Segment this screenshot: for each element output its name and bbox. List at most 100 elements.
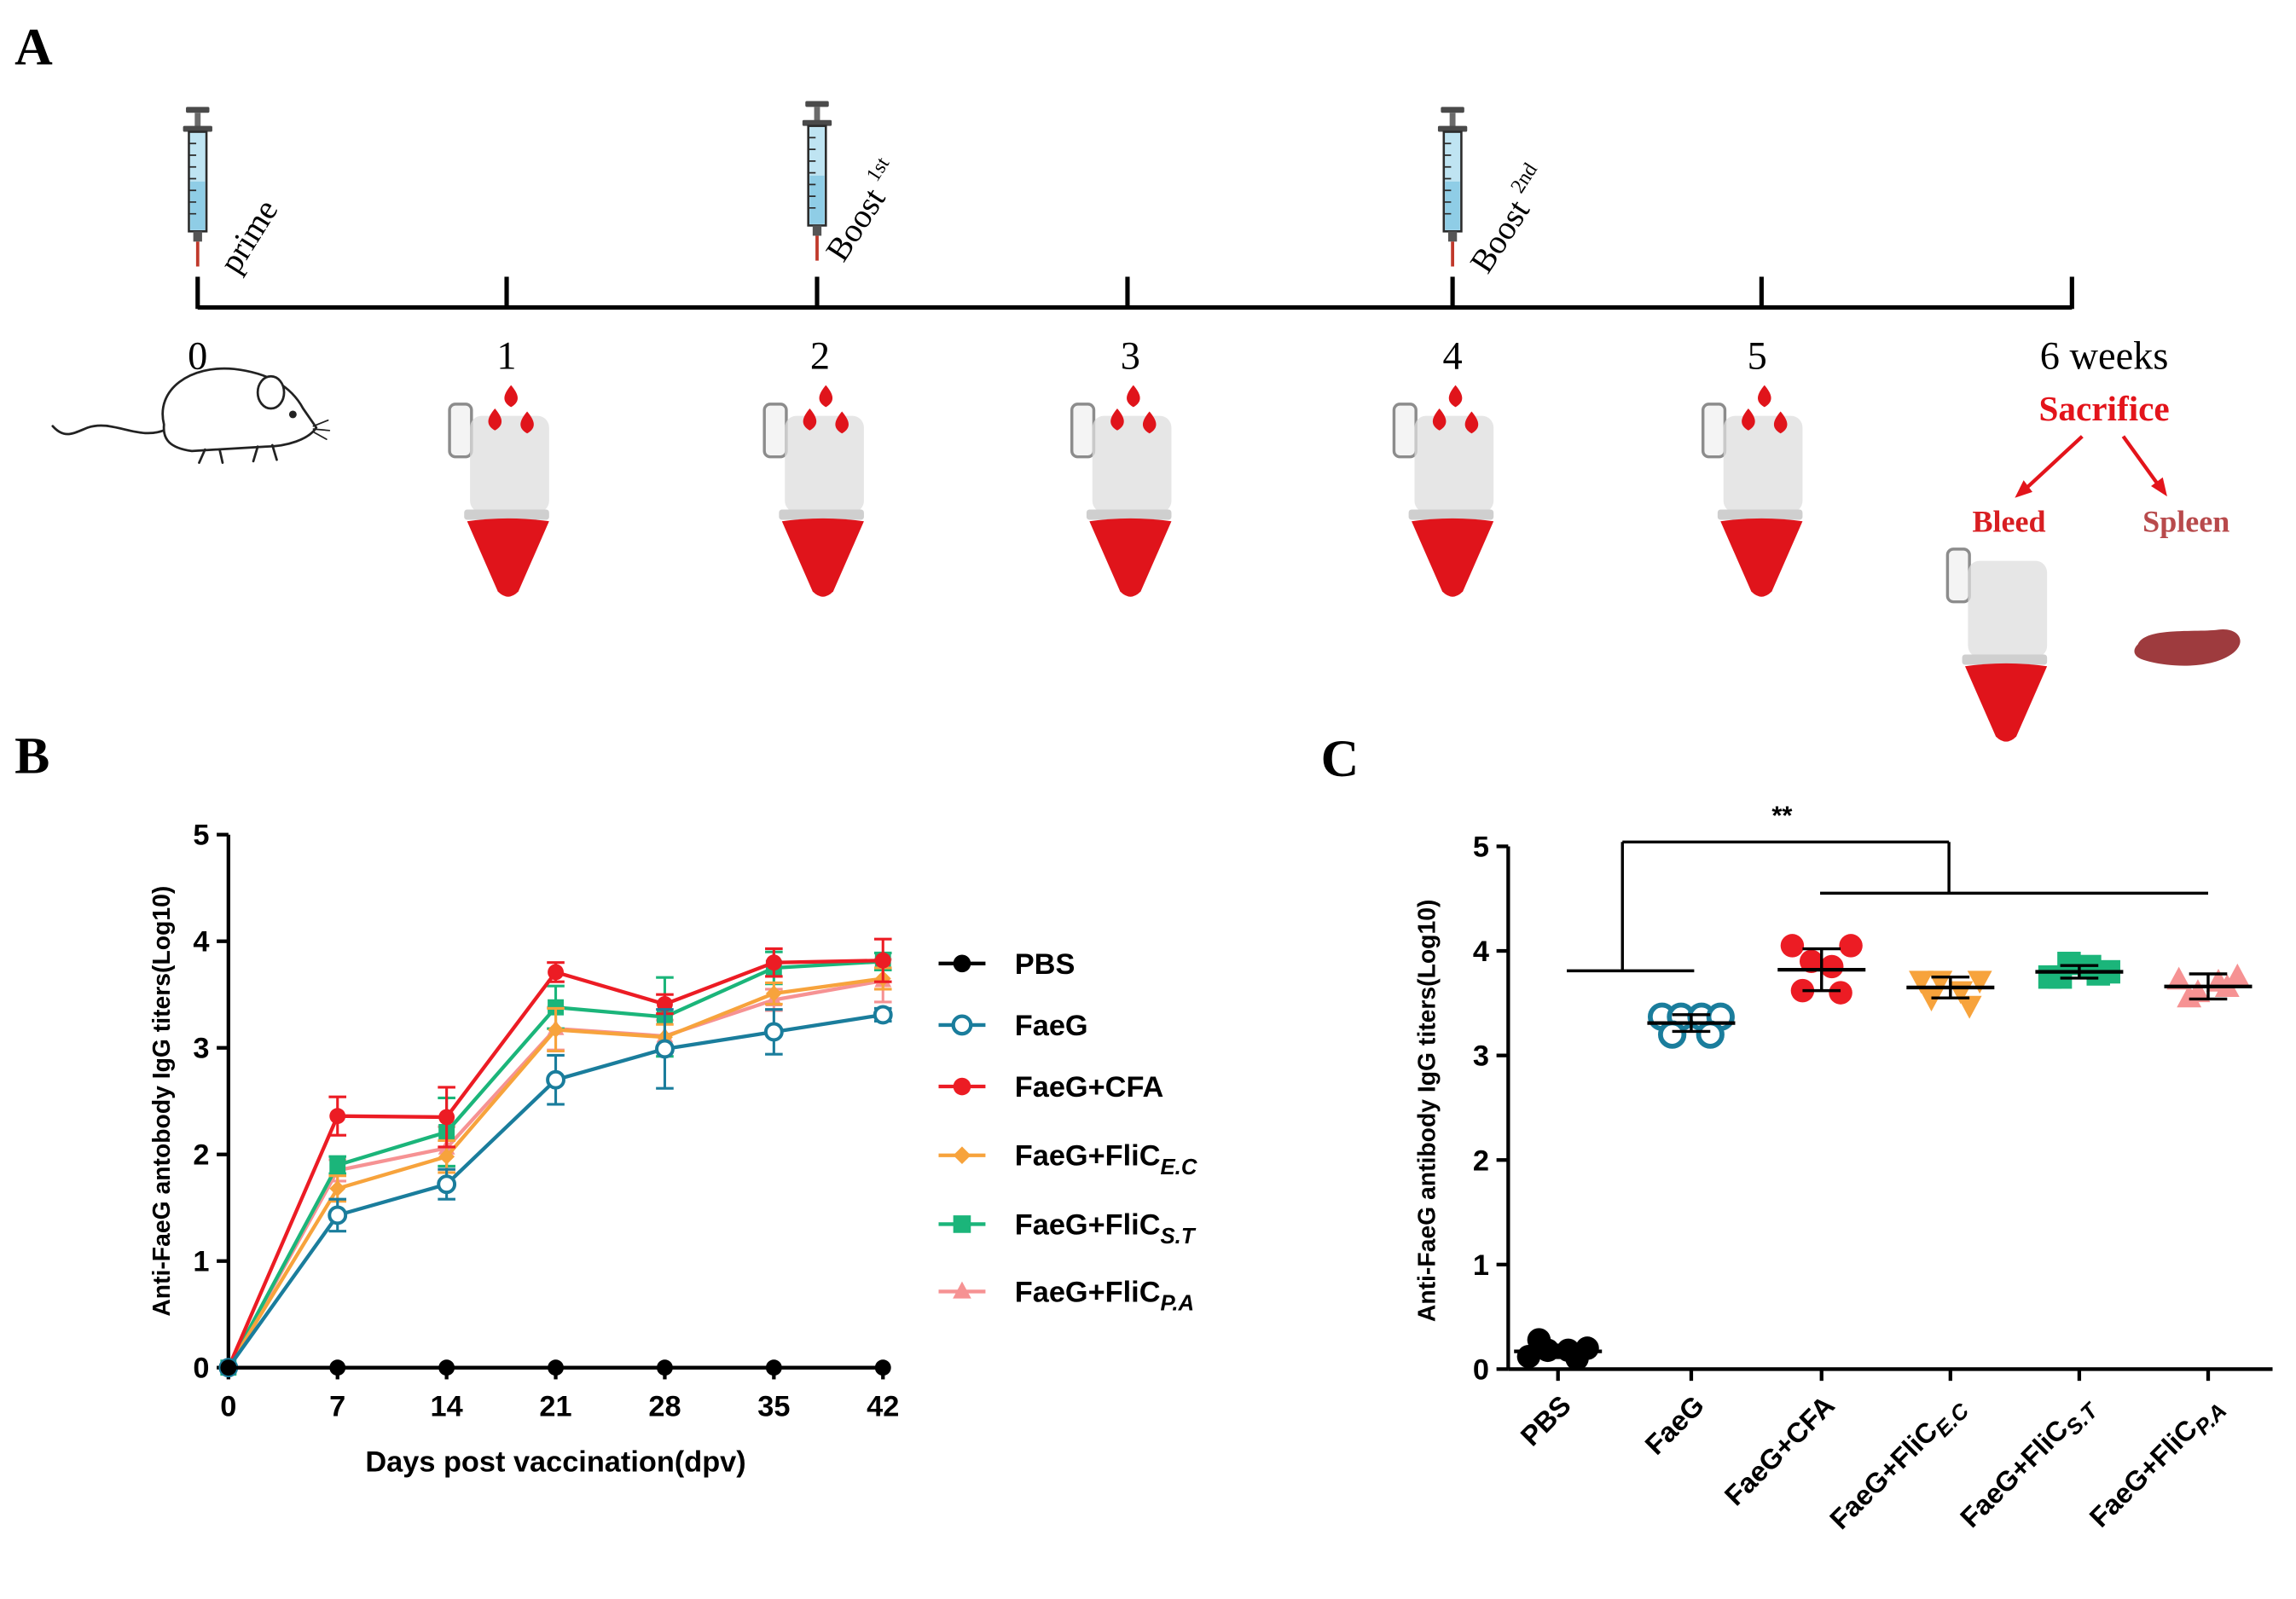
- series-pbs: [220, 1359, 891, 1376]
- data-point: [763, 1022, 784, 1042]
- blood-sample: [1964, 663, 2048, 742]
- blood-sample: [1089, 518, 1172, 597]
- y-tick-label: 3: [193, 1033, 209, 1065]
- data-point: [1696, 1020, 1725, 1049]
- legend-label: FaeG+CFA: [1015, 1071, 1164, 1104]
- blood-drop-icon: [520, 411, 534, 434]
- data-point: [1799, 949, 1823, 974]
- blood-drop-icon: [1448, 385, 1463, 408]
- label-main: FaeG: [1638, 1389, 1710, 1461]
- blood-drop-icon: [803, 408, 817, 431]
- blood-tube-icon: [762, 385, 864, 597]
- label-main: FaeG+FliC: [1015, 1208, 1161, 1241]
- sacrifice-arrows: [2015, 435, 2167, 498]
- mouse-feet: [198, 443, 278, 464]
- label-main: FaeG+CFA: [1015, 1071, 1164, 1104]
- tube-cap-hinge: [1945, 547, 1971, 604]
- tube-rim: [464, 509, 549, 520]
- x-tick-label: 0: [220, 1390, 236, 1422]
- tube-cap: [470, 415, 549, 513]
- timeline-ticks: [195, 276, 2074, 310]
- tube-rim: [1962, 654, 2048, 665]
- panel-label-c: C: [1321, 730, 1360, 788]
- data-point: [874, 952, 891, 969]
- data-point: [548, 1022, 564, 1038]
- legend-label: FaeG+FliCE.C: [1015, 1140, 1197, 1179]
- group-faeg-cfa: [1777, 934, 1866, 1005]
- timeline-week-3: 3: [1121, 335, 1140, 379]
- legend-item-faeg-flic-s-t: FaeG+FliCS.T: [938, 1208, 1197, 1248]
- blood-drop-icon: [488, 408, 502, 431]
- tube-cap-hinge: [1070, 403, 1096, 459]
- data-point: [438, 1109, 455, 1126]
- timeline-week-4: 4: [1443, 335, 1463, 379]
- legend-marker: [953, 1077, 971, 1096]
- tube-cap: [1414, 415, 1494, 513]
- data-point: [1909, 970, 1934, 994]
- data-point: [1780, 934, 1805, 958]
- data-point: [1820, 954, 1844, 979]
- group-pbs: [1514, 1328, 1603, 1370]
- label-main: FaeG+FliC: [1954, 1413, 2074, 1533]
- blood-tube-icon: [1392, 385, 1494, 597]
- category-label: FaeG+FliCP.A: [2083, 1389, 2231, 1538]
- blood-sample: [781, 518, 864, 597]
- timeline-week-2: 2: [810, 335, 830, 379]
- panel-label-a: A: [14, 19, 53, 77]
- mouse-tail: [51, 424, 169, 436]
- category-label: FaeG: [1638, 1389, 1710, 1461]
- tube-cap: [1968, 560, 2048, 658]
- injection-label-prime: prime: [212, 193, 285, 279]
- y-tick-label: 5: [1473, 831, 1489, 863]
- blood-tube-icon: [1945, 547, 2048, 742]
- x-tick-label: 35: [757, 1390, 790, 1422]
- x-tick-label: 21: [539, 1390, 571, 1422]
- blood-drop-icon: [819, 385, 833, 408]
- injection-label-sup: 1st: [862, 154, 894, 186]
- injection-label-boost-1: Boost1st: [815, 154, 909, 268]
- y-tick-label: 1: [193, 1246, 209, 1278]
- data-point: [1658, 1020, 1687, 1049]
- label-main: FaeG+FliC: [1015, 1276, 1161, 1308]
- blood-tube-icon: [1070, 385, 1172, 597]
- bleed-label: Bleed: [1972, 504, 2045, 538]
- data-point: [438, 1359, 455, 1376]
- data-point: [2177, 984, 2202, 1008]
- legend-item-faeg: FaeG: [938, 1010, 1088, 1042]
- legend-marker: [953, 1215, 971, 1233]
- category-label: FaeG+CFA: [1718, 1389, 1840, 1511]
- arrow-head-spleen: [2151, 477, 2167, 497]
- tube-cap: [785, 415, 864, 513]
- label-main: FaeG+FliC: [1823, 1415, 1944, 1535]
- data-point: [655, 1039, 675, 1059]
- spleen-label: Spleen: [2142, 504, 2229, 538]
- blood-drop-icon: [504, 385, 518, 408]
- tube-cap: [1092, 415, 1172, 513]
- injection-label-sup: 2nd: [1507, 159, 1542, 197]
- timeline-week-5: 5: [1748, 335, 1767, 379]
- timeline-week-0: 0: [188, 335, 207, 379]
- blood-tube-icon: [448, 385, 549, 597]
- data-point: [2166, 966, 2192, 990]
- blood-sample: [467, 518, 549, 597]
- data-point: [548, 1359, 564, 1376]
- legend-label: FaeG: [1015, 1010, 1088, 1042]
- timeline-week-1: 1: [496, 335, 516, 379]
- tube-cap-hinge: [1392, 403, 1418, 459]
- spleen-icon: [2134, 629, 2241, 666]
- significance-bracket: [1567, 840, 2208, 973]
- panel-label-b: B: [14, 727, 49, 785]
- legend-item-faeg-flic-p-a: FaeG+FliCP.A: [938, 1276, 1194, 1316]
- label-main: PBS: [1015, 948, 1076, 981]
- data-point: [548, 964, 564, 981]
- blood-drop-icon: [835, 411, 849, 434]
- data-point: [329, 1156, 346, 1173]
- y-tick-label: 4: [193, 926, 209, 959]
- group-faeg-flic-e-c: [1906, 970, 1995, 1019]
- x-tick-label: 42: [867, 1390, 899, 1422]
- syringe-icon: [181, 105, 214, 269]
- category-label: FaeG+FliCS.T: [1954, 1388, 2104, 1538]
- data-point: [765, 1359, 782, 1376]
- category-label: PBS: [1514, 1389, 1577, 1452]
